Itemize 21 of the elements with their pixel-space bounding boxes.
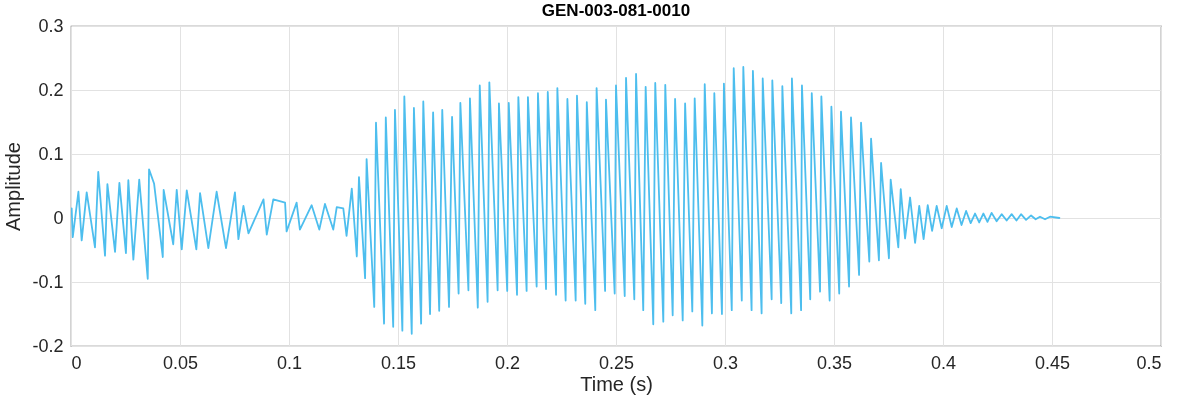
x-tick-label: 0.4 — [930, 352, 957, 373]
y-tick-label: 0.2 — [38, 79, 64, 100]
y-tick-label: -0.1 — [32, 271, 64, 292]
y-axis-title: Amplitude — [2, 142, 25, 231]
x-tick-label: 0.35 — [816, 352, 853, 373]
x-tick-label: 0.45 — [1034, 352, 1071, 373]
x-tick-label: 0.05 — [162, 352, 199, 373]
x-tick-label: 0 — [71, 352, 82, 373]
x-tick-label: 0.3 — [712, 352, 739, 373]
y-tick-label: 0 — [53, 207, 64, 228]
x-tick-label: 0.2 — [494, 352, 521, 373]
x-tick-label: 0.1 — [276, 352, 303, 373]
x-tick-label: 0.15 — [380, 352, 417, 373]
x-tick-label: 0.5 — [1136, 352, 1162, 373]
y-tick-label: 0.3 — [38, 15, 64, 36]
line-series — [71, 66, 1061, 335]
y-tick-label: 0.1 — [38, 143, 64, 164]
chart-title: GEN-003-081-0010 — [541, 1, 691, 20]
x-tick-label: 0.25 — [598, 352, 635, 373]
x-axis-title: Time (s) — [580, 372, 653, 395]
y-tick-label: -0.2 — [32, 335, 64, 356]
